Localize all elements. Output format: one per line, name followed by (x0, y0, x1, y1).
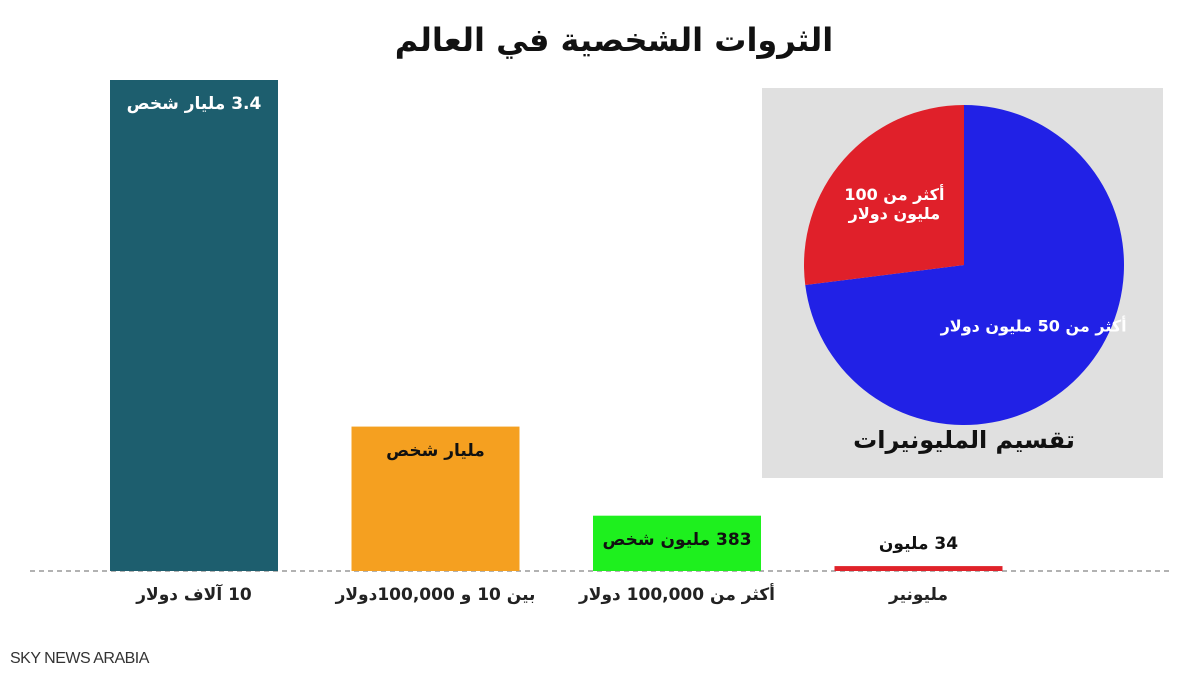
bar (351, 426, 520, 571)
value-label: 3.4 مليار شخص (126, 94, 262, 114)
bar (834, 566, 1003, 571)
source: SKY NEWS ARABIA (10, 650, 149, 667)
slice-label: أكثر من 100 مليون دولار (844, 184, 945, 223)
bar (593, 515, 761, 571)
value-label: مليار شخص (386, 440, 485, 461)
chart-title: الثروات الشخصية في العالم (394, 21, 834, 59)
pie-slice (804, 105, 964, 286)
value-label: 34 مليون (878, 534, 959, 555)
bar (110, 80, 278, 571)
category-label: مليونير (889, 585, 948, 605)
value-label: 383 مليون شخص (602, 529, 752, 550)
category-label: بين 10 و 100,000دولار (335, 585, 536, 605)
category-label: أكثر من 100,000 دولار (579, 585, 775, 605)
pie-title: تقسيم المليونيرات (853, 426, 1075, 454)
pie-slice (805, 105, 1125, 425)
category-label: 10 آلاف دولار (136, 585, 252, 605)
slice-label: أكثر من 50 مليون دولار (940, 316, 1127, 336)
